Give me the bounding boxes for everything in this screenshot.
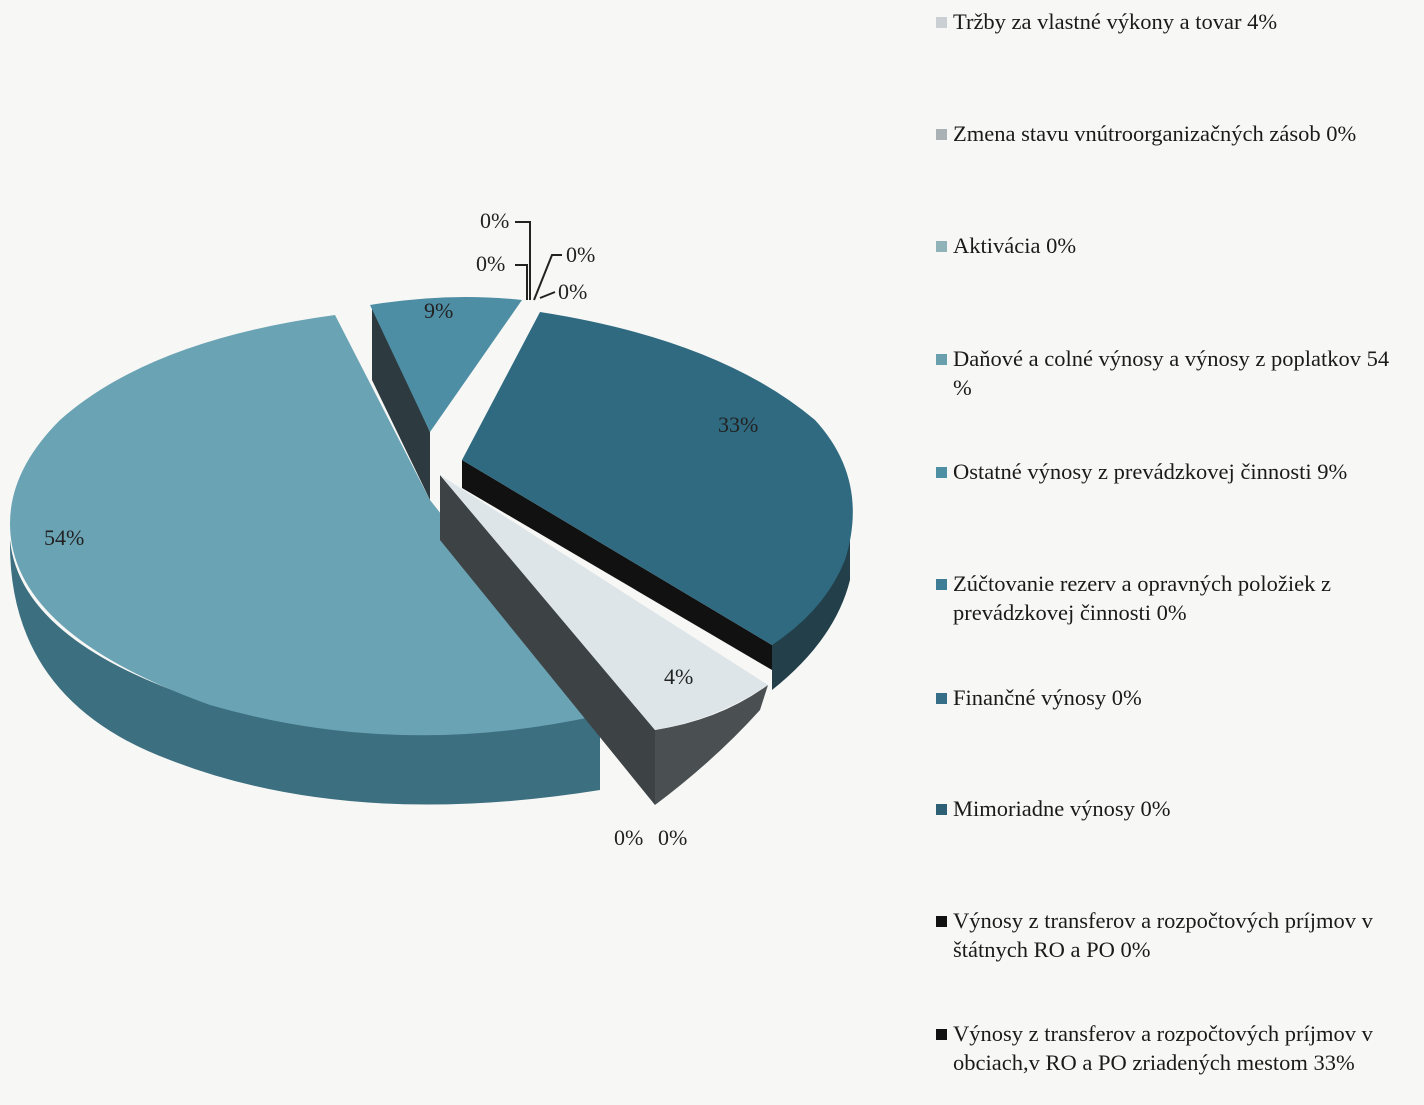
pie-chart: 54% 9% 33% 4% 0% 0% 0% 0% 0% 0% — [9, 208, 853, 850]
label-zero-top-1: 0% — [480, 208, 509, 233]
label-zero-bottom-1: 0% — [614, 825, 643, 850]
legend-item: Výnosy z transferov a rozpočtových príjm… — [936, 906, 1406, 964]
legend-swatch — [936, 241, 947, 252]
legend-label: Zmena stavu vnútroorganizačných zásob 0% — [953, 121, 1357, 146]
pie-slice-transfery-obce-top — [462, 312, 853, 645]
label-zero-top-3: 0% — [566, 242, 595, 267]
legend-swatch — [936, 579, 947, 590]
legend-item: Mimoriadne výnosy 0% — [936, 794, 1406, 823]
legend-swatch — [936, 804, 947, 815]
legend-swatch — [936, 693, 947, 704]
legend-item: Ostatné výnosy z prevádzkovej činnosti 9… — [936, 457, 1406, 486]
legend-label: Ostatné výnosy z prevádzkovej činnosti 9… — [953, 459, 1348, 484]
pie-slice-trzby — [440, 475, 768, 805]
label-9: 9% — [424, 298, 453, 323]
zero-leaders — [515, 221, 562, 301]
legend-label: Mimoriadne výnosy 0% — [953, 796, 1171, 821]
legend-swatch — [936, 1029, 947, 1040]
pie-slice-ostatne-top — [370, 296, 522, 432]
legend-label: Tržby za vlastné výkony a tovar 4% — [953, 9, 1278, 34]
legend-label: Výnosy z transferov a rozpočtových príjm… — [953, 908, 1373, 962]
legend-label: Výnosy z transferov a rozpočtových príjm… — [953, 1021, 1373, 1075]
label-zero-top-2: 0% — [476, 251, 505, 276]
legend-item: Tržby za vlastné výkony a tovar 4% — [936, 7, 1406, 36]
legend-label: Aktivácia 0% — [953, 233, 1077, 258]
pie-slice-trzby-top — [440, 475, 768, 730]
pie-slice-transfery-obce-side-1 — [462, 460, 772, 670]
legend-item: Zúčtovanie rezerv a opravných položiek z… — [936, 569, 1406, 627]
leader-line-3 — [533, 254, 562, 301]
pie-slice-dane-top — [10, 315, 600, 736]
pie-slice-transfery-obce — [462, 312, 853, 690]
legend-label: Finančné výnosy 0% — [953, 685, 1142, 710]
pie-slice-dane — [9, 315, 601, 805]
legend-label: Zúčtovanie rezerv a opravných položiek z… — [953, 571, 1331, 625]
pie-slice-dane-side — [9, 540, 601, 805]
pie-slice-trzby-side-left — [440, 475, 655, 805]
legend-item: Aktivácia 0% — [936, 231, 1406, 260]
label-zero-top-4: 0% — [558, 279, 587, 304]
label-zero-bottom-2: 0% — [658, 825, 687, 850]
legend-swatch — [936, 17, 947, 28]
leader-line-2 — [515, 264, 528, 300]
leader-line-1 — [515, 221, 531, 300]
legend-swatch — [936, 354, 947, 365]
legend-swatch — [936, 129, 947, 140]
label-33: 33% — [718, 412, 758, 437]
pie-slice-ostatne — [370, 296, 522, 500]
pie-slice-trzby-side-front — [655, 685, 768, 805]
legend-item: Daňové a colné výnosy a výnosy z poplatk… — [936, 344, 1406, 402]
leader-line-4 — [539, 291, 556, 299]
legend-swatch — [936, 467, 947, 478]
legend-item: Výnosy z transferov a rozpočtových príjm… — [936, 1019, 1406, 1077]
label-4: 4% — [664, 664, 693, 689]
legend-label: Daňové a colné výnosy a výnosy z poplatk… — [953, 346, 1390, 400]
legend-swatch — [936, 916, 947, 927]
pie-slice-ostatne-side — [372, 305, 430, 500]
label-54: 54% — [44, 525, 84, 550]
legend-item: Zmena stavu vnútroorganizačných zásob 0% — [936, 119, 1406, 148]
legend-item: Finančné výnosy 0% — [936, 683, 1406, 712]
